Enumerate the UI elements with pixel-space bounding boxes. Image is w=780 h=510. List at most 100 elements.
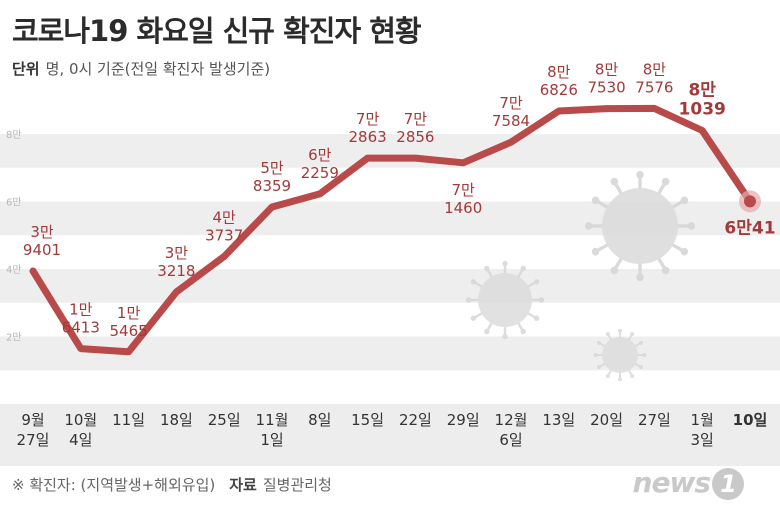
data-label-line: 7만 xyxy=(404,110,428,128)
chart-title: 코로나19 화요일 신규 확진자 현황 xyxy=(12,14,422,48)
grid-bands xyxy=(0,134,780,371)
virus-spike-tip xyxy=(538,297,545,303)
virus-spike-tip xyxy=(618,377,622,382)
x-tick-label: 9월 27일 xyxy=(17,411,50,449)
x-tick-label: 27일 xyxy=(638,411,671,429)
grid-band xyxy=(0,134,780,168)
virus-spike-tip xyxy=(605,331,610,336)
data-label-line: 6413 xyxy=(62,319,100,337)
virus-spike-tip xyxy=(533,279,540,285)
unit-note: 단위 명, 0시 기준(전일 확진자 발생기준) xyxy=(12,58,270,79)
data-label-line: 2259 xyxy=(301,164,339,182)
grid-band xyxy=(0,269,780,303)
virus-spike-tip xyxy=(596,340,601,345)
virus-spike-tip xyxy=(636,170,644,179)
x-tick-label: 15일 xyxy=(351,411,384,429)
x-tick-line: 8일 xyxy=(308,411,331,429)
y-tick-label: 4만 xyxy=(6,264,22,276)
x-tick-label: 12월 6일 xyxy=(495,411,528,449)
virus-spike-tip xyxy=(605,374,610,379)
virus-spike-tip xyxy=(680,196,689,205)
x-tick-label: 10월 4일 xyxy=(64,411,97,449)
x-tick-label: 25일 xyxy=(208,411,241,429)
x-tick-line: 29일 xyxy=(447,411,480,429)
data-label: 3만 9401 xyxy=(23,223,61,259)
data-label: 6만 2259 xyxy=(301,146,339,182)
x-tick-line: 15일 xyxy=(351,411,384,429)
y-tick-label: 8만 xyxy=(6,129,22,141)
x-tick-line: 11월 xyxy=(256,411,289,429)
virus-spike-tip xyxy=(596,365,601,370)
virus-spike-tip xyxy=(484,328,490,335)
data-label-line: 2863 xyxy=(349,128,387,146)
x-tick-label: 18일 xyxy=(160,411,193,429)
data-label-line: 1만 xyxy=(69,301,93,319)
virus-spike-tip xyxy=(502,260,508,267)
x-tick-label: 13일 xyxy=(542,411,575,429)
x-tick-line: 9월 xyxy=(21,411,44,429)
x-tick-line: 27일 xyxy=(17,431,50,449)
data-label-line: 5465 xyxy=(110,322,148,340)
x-tick-label: 11월 1일 xyxy=(256,411,289,449)
x-tick-line: 11일 xyxy=(112,411,145,429)
data-label-line: 8359 xyxy=(253,177,291,195)
data-label-line: 1039 xyxy=(679,99,726,119)
virus-decorations xyxy=(465,170,696,382)
virus-spike-tip xyxy=(630,374,635,379)
footnote: ※ 확진자: (지역발생+해외유입) xyxy=(12,476,216,494)
x-tick-line: 6일 xyxy=(499,431,522,449)
x-tick-line: 4일 xyxy=(69,431,92,449)
data-label-line: 4만 xyxy=(213,208,237,226)
virus-spike-tip xyxy=(593,353,598,357)
unit-text: 명, 0시 기준(전일 확진자 발생기준) xyxy=(45,60,271,78)
x-tick-label: 1월 3일 xyxy=(691,411,714,449)
data-label-line: 7584 xyxy=(492,112,530,130)
data-label: 3만 3218 xyxy=(157,244,195,280)
series-line xyxy=(29,104,754,356)
virus-spike-tip xyxy=(639,365,644,370)
data-label: 6만41 xyxy=(724,218,775,238)
virus-body xyxy=(602,188,678,264)
x-tick-line: 3일 xyxy=(691,431,714,449)
data-label: 7만 7584 xyxy=(492,94,530,130)
data-label: 4만 3737 xyxy=(205,208,243,244)
x-tick-label: 11일 xyxy=(112,411,145,429)
x-tick-line: 13일 xyxy=(542,411,575,429)
virus-spike-tip xyxy=(533,315,540,321)
data-label-line: 7만 xyxy=(356,110,380,128)
data-label-line: 8만 xyxy=(688,80,716,100)
data-label-line: 5만 xyxy=(260,159,284,177)
x-axis-band xyxy=(0,404,780,466)
news1-logo: news 1 xyxy=(633,466,744,500)
source-text: 질병관리청 xyxy=(262,476,332,494)
data-label-line: 6만41 xyxy=(724,218,775,238)
x-tick-line: 10월 xyxy=(64,411,97,429)
data-label: 7만 2856 xyxy=(396,110,434,146)
data-label-line: 9401 xyxy=(23,241,61,259)
virus-spike-tip xyxy=(520,265,526,272)
data-label: 8만 7576 xyxy=(635,60,673,96)
data-label: 8만 1039 xyxy=(679,80,726,119)
x-tick-line: 18일 xyxy=(160,411,193,429)
data-label-line: 8만 xyxy=(595,61,619,79)
virus-spike-tip xyxy=(470,279,477,285)
virus-spike-tip xyxy=(610,177,619,186)
data-label-line: 3218 xyxy=(157,262,195,280)
data-label-line: 3737 xyxy=(205,226,243,244)
data-label-line: 1460 xyxy=(444,199,482,217)
data-label-line: 1만 xyxy=(117,304,141,322)
y-tick-label: 6만 xyxy=(6,197,22,209)
virus-spike-tip xyxy=(520,328,526,335)
x-tick-line: 1일 xyxy=(260,431,283,449)
virus-spike-tip xyxy=(591,196,600,205)
y-axis-ticks: 2만 4만 6만 8만 xyxy=(6,129,22,344)
x-tick-label: 22일 xyxy=(399,411,432,429)
virus-spike-tip xyxy=(630,331,635,336)
virus-spike-tip xyxy=(502,333,508,340)
data-label-line: 6826 xyxy=(540,81,578,99)
source-key: 자료 xyxy=(229,476,257,494)
virus-body xyxy=(478,273,532,327)
